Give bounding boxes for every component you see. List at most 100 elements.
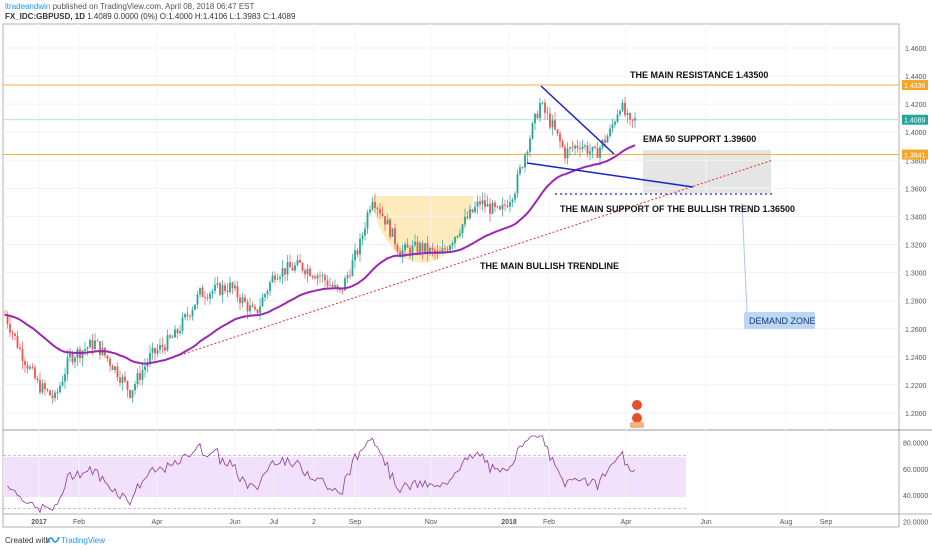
price-tick-label: 1.2800 <box>905 299 927 306</box>
symbol-name: FX_IDC:GBPUSD, 1D <box>5 12 86 21</box>
candle-body <box>54 392 56 399</box>
candle-body <box>321 275 324 277</box>
candle-body <box>21 348 24 362</box>
candle-body <box>9 324 11 333</box>
candle-body <box>609 128 611 137</box>
candle-body <box>336 285 339 289</box>
candle-body <box>474 206 476 213</box>
price-axis[interactable]: 1.4600 1.4400 1.4200 1.4000 1.3800 1.3600 1.34… <box>905 46 927 418</box>
candle-body <box>381 213 384 217</box>
candle-body <box>81 350 84 359</box>
candle-body <box>371 202 374 210</box>
candle-body <box>19 347 21 349</box>
time-tick-label: Sep <box>349 519 362 526</box>
time-axis[interactable]: 2017 Feb Apr Jun Jul 2 Sep Nov 2018 Feb Apr Jun Aug S… <box>31 519 832 526</box>
candle-body <box>631 119 634 121</box>
price-tick-label: 1.3400 <box>905 214 927 221</box>
rsi-tick-label: 60.0000 <box>903 467 928 474</box>
candle-body <box>354 250 356 261</box>
tradingview-brand[interactable]: TradingView <box>61 536 106 545</box>
candle-body <box>366 212 369 229</box>
candle-body <box>169 335 171 338</box>
price-tick-label: 1.2600 <box>905 327 927 334</box>
candle-body <box>499 206 501 210</box>
candle-body <box>89 340 91 348</box>
candle-body <box>404 244 406 251</box>
candle-body <box>599 147 601 158</box>
candle-body <box>241 297 244 304</box>
candle-body <box>606 136 609 143</box>
candle-body <box>429 247 431 254</box>
candle-body <box>441 248 444 254</box>
candle-body <box>569 147 571 149</box>
candle-body <box>71 353 74 363</box>
candle-body <box>99 341 101 355</box>
candle-body <box>401 250 404 258</box>
candle-body <box>554 120 556 130</box>
candle-body <box>424 243 426 252</box>
demand-zone-box[interactable] <box>643 150 771 193</box>
candle-body <box>204 296 206 298</box>
resistance-annotation: THE MAIN RESISTANCE 1.43500 <box>630 70 768 80</box>
author-link[interactable]: ltradeandwin <box>5 2 51 11</box>
candle-body <box>564 146 566 159</box>
candle-body <box>319 275 321 277</box>
candle-body <box>409 247 411 255</box>
candle-body <box>191 309 194 317</box>
candle-body <box>426 243 429 254</box>
candle-body <box>516 173 519 194</box>
candle-body <box>296 259 299 266</box>
candle-body <box>324 275 326 281</box>
time-tick-label: Apr <box>621 519 633 526</box>
candle-body <box>369 209 371 213</box>
price-tag-label: 1.4336 <box>904 83 926 90</box>
candle-body <box>29 366 31 369</box>
candle-body <box>431 247 434 250</box>
price-chart[interactable]: DEMAND ZONE THE MAIN RESISTANCE 1.43500 … <box>0 0 932 532</box>
symbol-info: FX_IDC:GBPUSD, 1D 1.4089 0.0000 (0%) O:1… <box>5 12 295 21</box>
chart-footer: Created with TradingView <box>0 532 932 550</box>
candle-body <box>449 245 451 251</box>
demand-zone-label-bg[interactable] <box>744 312 815 329</box>
candle-body <box>164 347 166 351</box>
candle-body <box>116 366 119 378</box>
candle-body <box>151 347 154 353</box>
candle-body <box>124 376 126 381</box>
candle-body <box>534 113 536 124</box>
price-tick-label: 1.4000 <box>905 130 927 137</box>
bullish-trendline[interactable] <box>164 159 774 361</box>
candle-body <box>491 202 494 214</box>
candle-body <box>129 389 131 398</box>
candle-body <box>579 148 581 150</box>
candle-body <box>584 145 586 147</box>
candle-body <box>496 206 499 208</box>
candle-body <box>141 370 144 380</box>
candle-body <box>234 285 236 289</box>
price-tick-label: 1.4200 <box>905 102 927 109</box>
candle-body <box>316 275 319 279</box>
candle-body <box>249 305 251 312</box>
candle-body <box>329 285 331 286</box>
candle-body <box>501 204 504 210</box>
candle-body <box>159 344 161 350</box>
candle-body <box>201 288 204 297</box>
candle-body <box>394 228 396 245</box>
candle-body <box>246 301 249 312</box>
candle-body <box>254 306 256 310</box>
candle-body <box>349 275 351 277</box>
tradingview-logo-icon <box>46 536 60 544</box>
candle-body <box>531 123 534 139</box>
triangle-upper-line[interactable] <box>540 85 615 155</box>
main-support-annotation: THE MAIN SUPPORT OF THE BULLISH TREND 1.… <box>560 204 795 214</box>
candle-body <box>84 349 86 351</box>
candle-body <box>91 340 94 350</box>
candle-body <box>469 209 471 219</box>
time-tick-label: Apr <box>152 519 164 526</box>
triangle-lower-line[interactable] <box>526 162 694 188</box>
publish-date: published on TradingView.com, April 08, … <box>52 2 255 11</box>
economic-event-icon[interactable] <box>630 400 644 428</box>
chart-header: ltradeandwin published on TradingView.co… <box>0 0 932 22</box>
candle-body <box>149 352 151 363</box>
candle-body <box>184 314 186 318</box>
candle-body <box>259 306 261 314</box>
